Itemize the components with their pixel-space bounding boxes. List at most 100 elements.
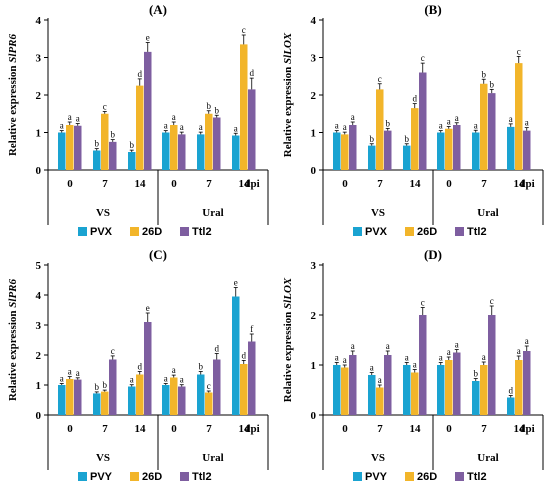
bar-26d-vs-0 [341,134,349,170]
x-tick-label: 7 [206,423,212,435]
bar-pvy-ural-14 [232,296,240,415]
y-axis-label: Relative expression SlPR6 [7,278,19,401]
legend-label: Ttl2 [467,471,487,483]
bar-ttl2-ural-0 [453,352,461,415]
bar-pvx-ural-7 [197,134,205,170]
bar-26d-vs-14 [411,108,419,170]
bar-26d-vs-7 [101,391,109,415]
significance-letter: a [343,355,347,365]
y-tick-label: 3 [311,53,317,65]
y-tick-label: 1 [311,128,317,140]
legend-swatch [78,227,87,236]
bar-26d-ural-14 [515,63,523,170]
significance-letter: a [343,122,347,132]
x-tick-label: 0 [446,423,452,435]
bar-pvx-ural-7 [472,132,480,170]
significance-letter: a [525,118,529,128]
x-tick-label: 7 [481,423,487,435]
significance-letter: a [180,375,184,385]
significance-letter: b [95,382,100,392]
significance-letter: a [405,353,409,363]
significance-letter: a [68,367,72,377]
bar-pvx-ural-14 [507,126,515,170]
y-tick-label: 0 [36,165,42,177]
y-tick-label: 2 [311,90,317,102]
bar-ttl2-ural-7 [488,93,496,170]
y-axis-label: Relative expression SlPR6 [7,33,19,156]
legend-swatch [405,472,414,481]
panel-title: (A) [149,2,167,17]
x-tick-label: 0 [67,178,73,190]
y-tick-label: 4 [36,15,42,27]
x-tick-label: 0 [67,423,73,435]
significance-letter: a [447,347,451,357]
y-tick-label: 1 [311,360,317,372]
legend-label: 26D [417,226,437,238]
significance-letter: a [180,122,184,132]
y-tick-label: 3 [36,320,42,332]
bar-pvx-vs-0 [58,132,66,170]
significance-letter: d [215,344,220,354]
significance-letter: c [421,53,425,63]
bar-26d-ural-14 [240,364,248,415]
significance-letter: b [103,380,108,390]
bar-ttl2-vs-14 [144,322,152,415]
significance-letter: a [130,375,134,385]
bar-ttl2-vs-14 [419,315,427,415]
x-unit-label: dpi [244,423,259,435]
significance-letter: a [76,368,80,378]
significance-letter: a [378,375,382,385]
significance-letter: c [378,74,382,84]
x-unit-label: dpi [519,178,534,190]
bar-26d-ural-0 [445,360,453,415]
significance-letter: f [250,324,253,334]
legend-label: 26D [142,226,162,238]
significance-letter: d [138,69,143,79]
bar-26d-vs-7 [101,113,109,170]
significance-letter: b [207,101,212,111]
significance-letter: c [103,102,107,112]
y-tick-label: 2 [311,310,317,322]
significance-letter: c [111,346,115,356]
bar-pvy-ural-0 [162,385,170,415]
bar-26d-ural-7 [205,113,213,170]
group-label: Ural [477,207,498,219]
significance-letter: b [215,105,220,115]
significance-letter: a [60,121,64,131]
bar-26d-ural-7 [480,83,488,170]
significance-letter: a [517,346,521,356]
panel-title: (C) [149,247,167,262]
legend-swatch [130,472,139,481]
bar-26d-vs-0 [66,125,74,170]
significance-letter: e [146,303,150,313]
significance-letter: a [164,121,168,131]
legend-swatch [353,227,362,236]
significance-letter: c [490,296,494,306]
y-tick-label: 5 [36,260,42,272]
bar-26d-vs-14 [411,372,419,415]
significance-letter: b [482,69,487,79]
bar-26d-ural-0 [170,377,178,415]
y-tick-label: 1 [36,380,42,392]
y-tick-label: 2 [36,90,42,102]
x-tick-label: 0 [171,423,177,435]
legend-swatch [180,472,189,481]
bar-ttl2-ural-0 [453,125,461,170]
significance-letter: a [172,112,176,122]
bar-ttl2-ural-14 [523,351,531,415]
bar-pvy-ural-0 [437,365,445,415]
legend-swatch [180,227,189,236]
bar-pvy-ural-7 [472,381,480,415]
group-label: VS [96,207,110,219]
significance-letter: a [164,374,168,384]
x-tick-label: 0 [171,178,177,190]
significance-letter: a [439,121,443,131]
x-tick-label: 7 [481,178,487,190]
significance-letter: b [370,134,375,144]
y-tick-label: 3 [311,260,317,272]
bar-pvx-vs-7 [93,150,101,170]
legend-label: PVX [365,226,388,238]
